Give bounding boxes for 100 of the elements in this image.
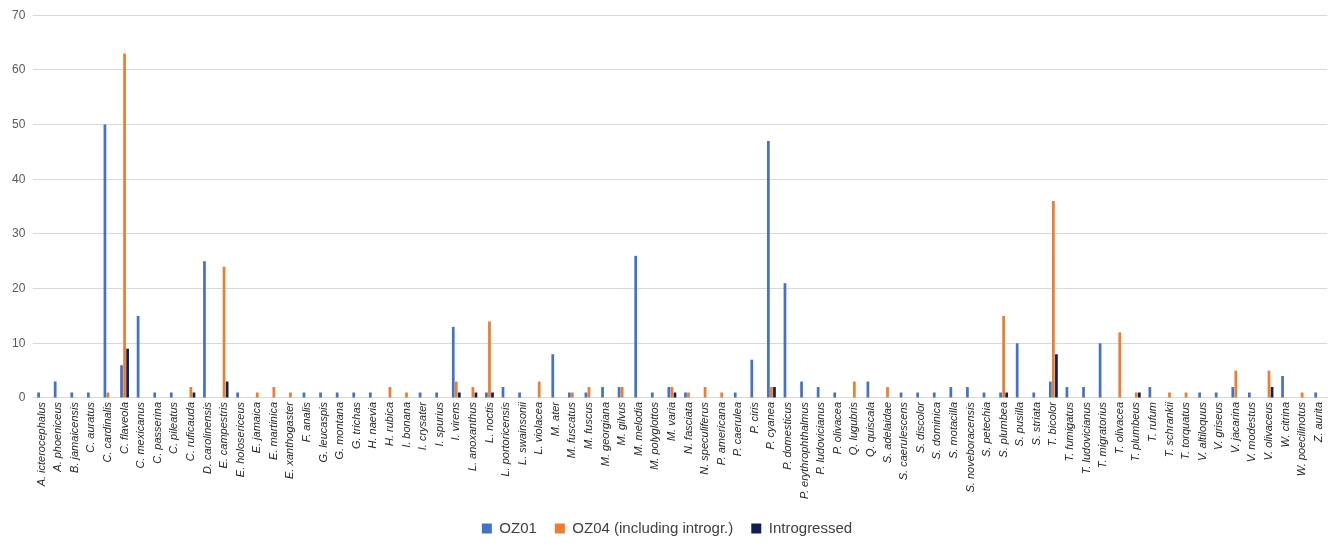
bar	[886, 387, 889, 398]
bar	[1055, 354, 1058, 398]
x-tick-label: T. plumbeus	[1129, 401, 1142, 462]
x-tick-label: M. polyglottos	[648, 401, 661, 470]
x-tick-label: V. griseus	[1212, 401, 1225, 451]
bar	[800, 381, 803, 398]
x-tick-label: T. olivacea	[1112, 401, 1125, 455]
legend-label: OZ04 (including introgr.)	[572, 518, 734, 536]
bar	[126, 348, 129, 398]
x-tick-label: S. caerulescens	[897, 401, 910, 481]
bar	[1052, 201, 1055, 398]
x-tick-label: H. naevia	[366, 401, 379, 449]
bar	[949, 387, 953, 398]
legend-label: OZ01	[499, 518, 537, 536]
bar	[1082, 387, 1085, 398]
x-tick-label: N. fasciata	[681, 401, 694, 454]
x-tick-label: S. dominica	[930, 401, 943, 460]
x-tick-label: P. ciris	[747, 401, 760, 434]
x-tick-label: L. noctis	[482, 401, 495, 443]
x-tick-label: L. anoxanthus	[465, 401, 478, 472]
x-tick-label: T. rufum	[1145, 401, 1158, 442]
x-tick-label: M. gilvus	[615, 401, 628, 446]
x-tick-label: V. jacarina	[1228, 401, 1241, 454]
bar	[120, 365, 123, 398]
bar	[454, 381, 458, 398]
x-tick-label: P. erythrophthalmus	[797, 401, 810, 500]
y-tick-label: 0	[18, 390, 26, 405]
bar	[451, 326, 455, 398]
x-tick-label: C. ruficauda	[183, 401, 196, 462]
bar	[537, 381, 541, 398]
x-tick-label: G. trichas	[349, 401, 362, 450]
x-tick-label: C. cardinalis	[101, 401, 114, 463]
x-tick-label: E. holosericeus	[233, 401, 246, 478]
x-tick-label: S. noveboracensis	[963, 401, 976, 493]
x-tick-label: L. swainsonii	[515, 401, 528, 465]
x-tick-label: Q. quiscala	[864, 401, 876, 458]
y-tick-label: 10	[11, 335, 26, 350]
x-tick-label: W. citrina	[1278, 401, 1291, 448]
x-tick-label: T. bicolor	[1046, 400, 1059, 447]
x-tick-label: E. xanthogaster	[283, 400, 296, 480]
x-tick-label: V. olivaceus	[1262, 401, 1275, 461]
y-tick-label: 70	[11, 7, 26, 22]
x-tick-label: M. ater	[548, 400, 561, 437]
bar	[123, 53, 126, 398]
x-tick-label: V. altiloquus	[1195, 401, 1208, 462]
x-tick-label: C. auratus	[84, 401, 97, 453]
x-tick-label: E. campestris	[217, 401, 230, 469]
legend-label: Introgressed	[768, 518, 853, 536]
x-tick-label: D. carolinensis	[200, 401, 213, 475]
bar	[1231, 387, 1235, 398]
x-tick-label: I. virens	[449, 401, 462, 441]
bar	[1118, 332, 1122, 398]
x-tick-label: P. americana	[714, 401, 727, 466]
x-tick-label: I. crysater	[416, 400, 429, 451]
x-tick-label: M. georgiana	[598, 401, 611, 467]
x-tick-label: E. jamaica	[250, 401, 263, 454]
x-tick-label: T. schrankii	[1162, 401, 1175, 458]
x-tick-label: C. mexicanus	[134, 401, 147, 469]
x-tick-label: S. pusilla	[1013, 401, 1026, 447]
x-tick-label: L. violacea	[532, 401, 545, 455]
x-tick-label: S. petechia	[980, 401, 993, 458]
x-tick-label: Q. lugubris	[847, 401, 860, 456]
bar	[816, 387, 820, 398]
bar	[488, 321, 491, 398]
x-tick-label: Z. aurita	[1311, 401, 1324, 444]
bar	[750, 359, 754, 398]
x-tick-label: I. spurius	[432, 401, 445, 447]
x-tick-label: M. fuscus	[582, 401, 595, 450]
x-tick-label: C. flaveola	[117, 401, 130, 454]
bar	[1281, 376, 1284, 398]
x-tick-label: H. rubica	[383, 401, 396, 447]
bar	[1234, 370, 1238, 398]
x-tick-label: M. fuscatus	[565, 401, 578, 459]
x-tick-label: S. adelaidae	[880, 401, 893, 464]
bar	[203, 261, 206, 398]
x-tick-label: S. striata	[1029, 401, 1042, 446]
bar	[1015, 343, 1019, 398]
x-tick-label: S. plumbea	[996, 401, 1009, 458]
bar	[634, 255, 638, 398]
x-tick-label: G. leucaspis	[316, 401, 329, 463]
x-tick-label: G. montana	[333, 401, 346, 460]
x-tick-label: C. passerina	[150, 401, 163, 464]
x-tick-label: S. motacilla	[946, 401, 959, 459]
x-tick-label: P. domesticus	[781, 401, 794, 470]
y-tick-label: 20	[11, 280, 26, 295]
x-tick-label: V. modestus	[1245, 401, 1258, 463]
x-tick-label: F. analis	[300, 401, 313, 443]
bar	[1148, 387, 1152, 398]
y-tick-label: 40	[11, 171, 26, 186]
y-tick-label: 30	[11, 226, 26, 241]
x-tick-label: N. speculiferus	[698, 401, 711, 475]
bar	[551, 354, 555, 398]
bar	[53, 381, 57, 398]
x-tick-label: W. poecilinotus	[1295, 401, 1308, 477]
x-tick-label: P. ludovicianus	[814, 401, 827, 475]
x-tick-label: T. fumigatus	[1063, 401, 1076, 462]
x-tick-label: T. migratorius	[1096, 401, 1109, 469]
x-tick-label: A. icterocephalus	[34, 401, 47, 488]
bar	[601, 387, 604, 398]
x-tick-label: S. discolor	[913, 400, 926, 454]
